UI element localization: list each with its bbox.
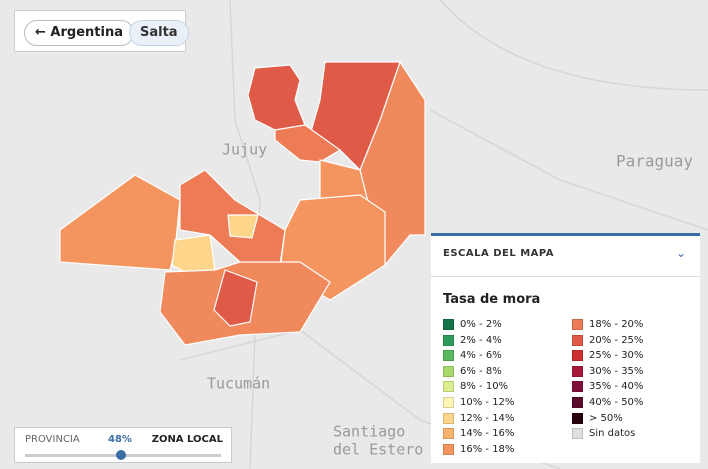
legend-swatch <box>572 428 583 440</box>
legend-swatch <box>572 412 583 424</box>
legend-swatch <box>443 412 454 424</box>
legend-swatch <box>443 381 454 393</box>
place-label: Tucumán <box>207 375 270 393</box>
legend-item: 14% - 16% <box>443 428 514 442</box>
place-label: del Estero <box>333 441 423 459</box>
place-labels: Jujuy Paraguay Tucumán Santiago del Este… <box>207 141 693 459</box>
legend-panel: ESCALA DEL MAPA ⌄ Tasa de mora 0% - 2% 2%… <box>431 233 700 463</box>
legend-swatch <box>443 443 454 455</box>
legend-item: 12% - 14% <box>443 412 515 427</box>
slider-value: 48% <box>108 434 132 445</box>
place-label: Paraguay <box>616 152 693 171</box>
chevron[interactable]: ⌄ <box>675 246 686 260</box>
legend-label: > 50% <box>589 412 623 424</box>
divider <box>431 276 700 277</box>
legend-swatch <box>572 350 583 362</box>
legend-label: 16% - 18% <box>460 443 515 455</box>
legend-item: 25% - 30% <box>572 350 643 364</box>
legend-label: 10% - 12% <box>460 397 515 408</box>
legend-swatch <box>572 319 583 330</box>
legend-label: 40% - 50% <box>589 397 644 408</box>
slider-knob[interactable] <box>116 450 126 460</box>
legend-label: 8% - 10% <box>460 381 509 393</box>
slider-panel: PROVINCIA 48% ZONA LOCAL <box>14 427 232 463</box>
legend-item: 10% - 12% <box>443 397 514 411</box>
legend-swatch <box>572 365 583 377</box>
legend-label: 6% - 8% <box>460 365 502 377</box>
legend-label: 20% - 25% <box>589 334 644 346</box>
legend-item: 18% - 20% <box>572 319 643 333</box>
legend-label: 14% - 16% <box>460 428 515 440</box>
legend-item: 40% - 50% <box>572 397 643 411</box>
place-label: Santiago <box>333 423 405 441</box>
legend-item: 2% - 4% <box>443 334 502 349</box>
legend-item: 16% - 18% <box>443 443 515 458</box>
breadcrumb-panel: ← Argentina Salta <box>14 10 189 52</box>
slider-left: PROVINCIA <box>25 434 80 445</box>
back-button[interactable]: ← Argentina <box>24 20 134 46</box>
legend-swatch <box>443 350 454 362</box>
legend-swatch <box>443 365 454 377</box>
legend-item: 20% - 25% <box>572 334 644 349</box>
legend-title: Tasa de mora <box>443 292 541 307</box>
legend-swatch <box>572 381 583 393</box>
legend-swatch <box>443 319 454 330</box>
legend-item: > 50% <box>572 412 623 427</box>
legend-label: 2% - 4% <box>460 334 502 346</box>
legend-item: 0% - 2% <box>443 319 502 333</box>
legend-item: 35% - 40% <box>572 381 643 395</box>
legend-swatch <box>443 334 454 346</box>
legend-item: 4% - 6% <box>443 350 502 364</box>
slider-right: ZONA LOCAL <box>151 434 223 445</box>
legend-label: 0% - 2% <box>460 319 502 330</box>
legend-item: Sin datos <box>572 428 635 442</box>
legend-swatch <box>443 397 454 408</box>
legend-label: Sin datos <box>589 428 636 440</box>
legend-item: 8% - 10% <box>443 381 508 395</box>
legend-swatch <box>572 397 583 408</box>
legend-swatch <box>443 428 454 440</box>
legend-label: 4% - 6% <box>460 350 502 362</box>
back-label: Argentina <box>50 25 123 40</box>
current-chip[interactable]: Salta <box>129 20 189 46</box>
legend-label: 18% - 20% <box>589 319 644 330</box>
province-regions <box>59 60 426 346</box>
legend-label: 35% - 40% <box>589 381 644 393</box>
legend-header[interactable]: ESCALA DEL MAPA <box>443 248 555 259</box>
place-label: Jujuy <box>222 141 267 159</box>
legend-label: 30% - 35% <box>589 365 644 377</box>
legend-item: 30% - 35% <box>572 365 644 380</box>
legend-swatch <box>572 334 583 346</box>
legend-label: 12% - 14% <box>460 412 515 424</box>
legend-item: 6% - 8% <box>443 365 502 380</box>
legend-label: 25% - 30% <box>589 350 644 362</box>
